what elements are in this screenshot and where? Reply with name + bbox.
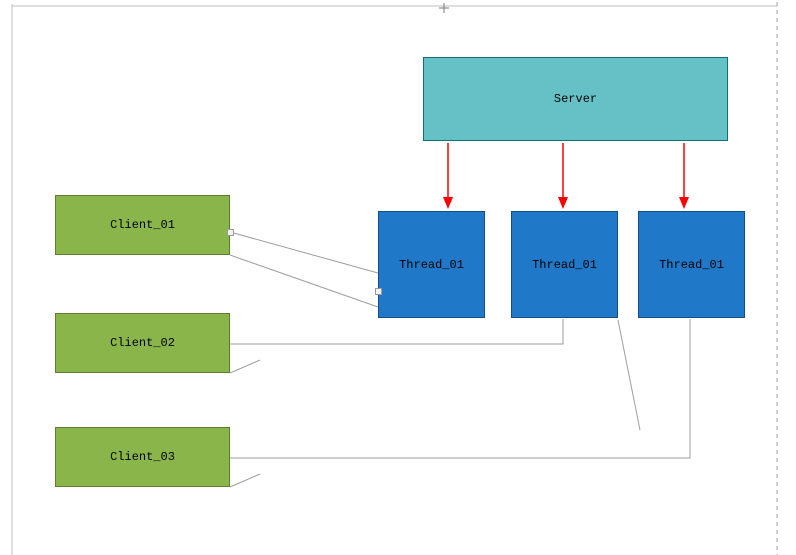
diagram-canvas: Server Thread_01 Thread_01 Thread_01 Cli… — [0, 0, 796, 555]
arrows-layer — [0, 0, 796, 555]
